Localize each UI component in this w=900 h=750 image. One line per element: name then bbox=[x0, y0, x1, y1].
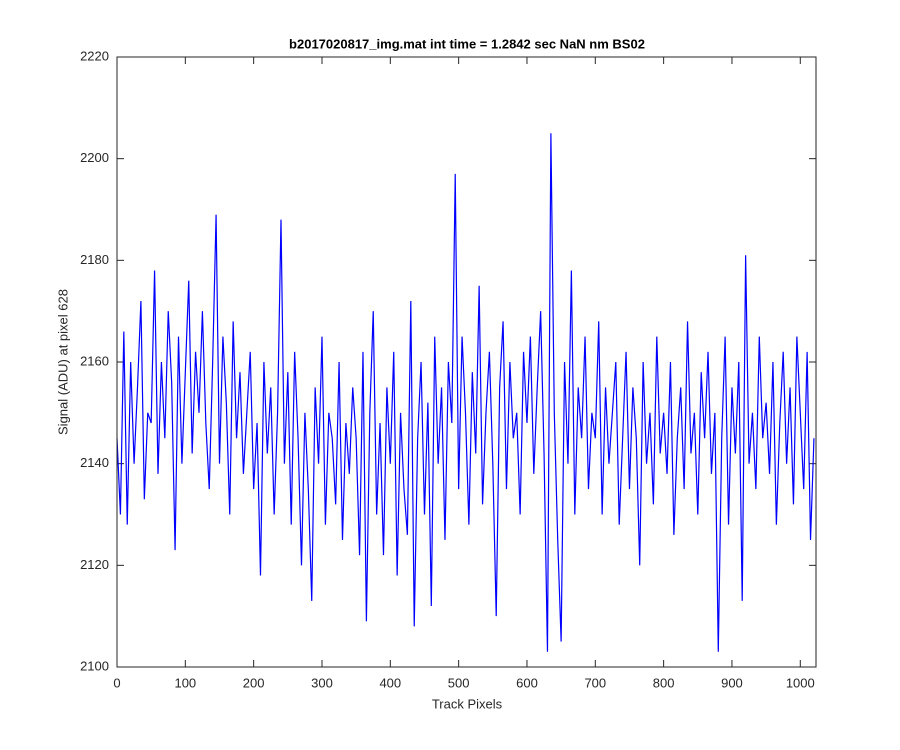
x-tick-label: 400 bbox=[379, 675, 401, 690]
x-tick-label: 200 bbox=[243, 675, 265, 690]
y-tick-label: 2120 bbox=[80, 557, 109, 572]
x-tick-label: 500 bbox=[448, 675, 470, 690]
y-tick-label: 2100 bbox=[80, 658, 109, 673]
y-axis-label: Signal (ADU) at pixel 628 bbox=[55, 289, 70, 435]
y-tick-label: 2200 bbox=[80, 150, 109, 165]
y-tick-label: 2140 bbox=[80, 455, 109, 470]
x-tick-label: 700 bbox=[584, 675, 606, 690]
x-tick-label: 100 bbox=[174, 675, 196, 690]
x-tick-label: 1000 bbox=[786, 675, 815, 690]
y-tick-label: 2220 bbox=[80, 48, 109, 63]
x-tick-label: 300 bbox=[311, 675, 333, 690]
x-tick-label: 800 bbox=[653, 675, 675, 690]
axes-box bbox=[116, 56, 817, 668]
x-axis-label: Track Pixels bbox=[432, 696, 503, 711]
x-tick-label: 0 bbox=[113, 675, 120, 690]
x-tick-label: 600 bbox=[516, 675, 538, 690]
data-line bbox=[116, 133, 815, 652]
x-tick-label: 900 bbox=[721, 675, 743, 690]
chart-title: b2017020817_img.mat int time = 1.2842 se… bbox=[289, 36, 645, 51]
y-tick-label: 2180 bbox=[80, 252, 109, 267]
y-tick-label: 2160 bbox=[80, 353, 109, 368]
